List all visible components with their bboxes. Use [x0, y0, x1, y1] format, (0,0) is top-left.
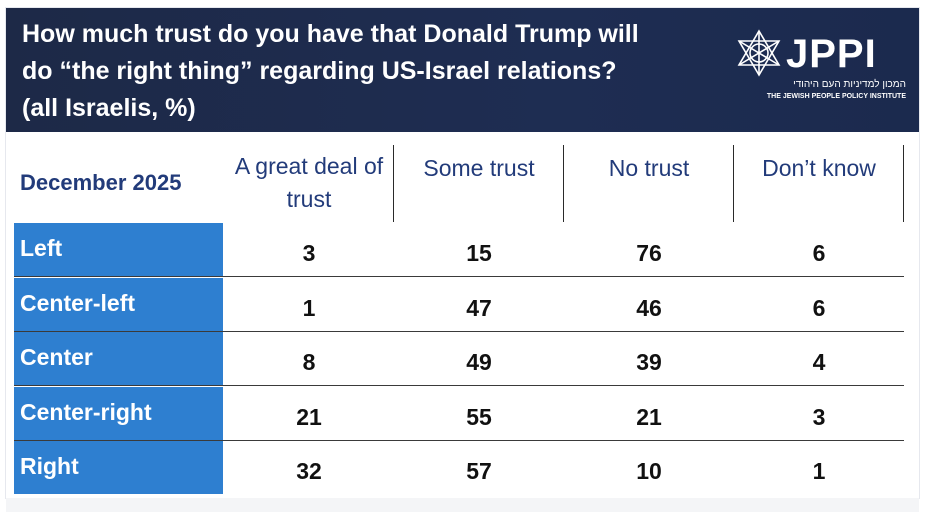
- jppi-logo: JPPI המכון למדיניות העם היהודי THE JEWIS…: [734, 26, 912, 106]
- data-cell: 3: [302, 240, 316, 266]
- row-label: Center: [14, 332, 223, 385]
- column-divider: [393, 145, 394, 222]
- chart-title: How much trust do you have that Donald T…: [22, 16, 722, 127]
- data-cell: 6: [812, 295, 826, 321]
- data-cell: 4: [812, 349, 826, 375]
- row-divider: [14, 276, 904, 277]
- table-row: Center-right 21 55 21 3: [14, 387, 904, 441]
- data-cell: 46: [636, 295, 662, 321]
- column-header-great-deal-line-2: trust: [286, 186, 332, 212]
- title-line-2: do “the right thing” regarding US-Israel…: [22, 57, 617, 85]
- data-cell: 1: [812, 458, 826, 484]
- row-label: Right: [14, 441, 223, 494]
- logo-subtitle: THE JEWISH PEOPLE POLICY INSTITUTE: [766, 93, 906, 100]
- column-header-no-trust: No trust: [608, 154, 690, 181]
- data-cell: 8: [302, 349, 316, 375]
- data-cell: 32: [296, 458, 322, 484]
- table-row: Left 3 15 76 6: [14, 223, 904, 277]
- row-header-date: December 2025: [20, 170, 182, 195]
- column-divider: [903, 145, 904, 222]
- row-divider: [14, 385, 904, 386]
- column-header-great-deal-line-1: A great deal of: [234, 153, 384, 179]
- data-cell: 57: [466, 458, 492, 484]
- row-divider: [14, 440, 904, 441]
- data-cell: 6: [812, 240, 826, 266]
- row-divider: [14, 331, 904, 332]
- data-cell: 39: [636, 349, 662, 375]
- title-line-3: (all Israelis, %): [22, 94, 196, 122]
- column-header-some-trust: Some trust: [423, 154, 535, 181]
- data-cell: 1: [302, 295, 316, 321]
- logo-hebrew-text: המכון למדיניות העם היהודי: [793, 79, 906, 90]
- title-line-1: How much trust do you have that Donald T…: [22, 20, 639, 48]
- logo-wordmark: JPPI: [786, 32, 877, 76]
- data-cell: 21: [296, 404, 322, 430]
- row-label: Center-right: [14, 387, 223, 440]
- row-label: Left: [14, 223, 223, 276]
- data-cell: 15: [466, 240, 492, 266]
- data-cell: 10: [636, 458, 662, 484]
- table-row: Center 8 49 39 4: [14, 332, 904, 386]
- data-cell: 47: [466, 295, 492, 321]
- data-cell: 3: [812, 404, 826, 430]
- table-row: Right 32 57 10 1: [14, 441, 904, 495]
- data-cell: 21: [636, 404, 662, 430]
- footer-band: [6, 498, 919, 512]
- table-row: Center-left 1 47 46 6: [14, 278, 904, 332]
- column-divider: [733, 145, 734, 222]
- column-divider: [563, 145, 564, 222]
- chart-header: How much trust do you have that Donald T…: [6, 8, 919, 132]
- data-cell: 49: [466, 349, 492, 375]
- column-header-great-deal: A great deal of trust: [224, 145, 394, 221]
- star-of-david-icon: [737, 29, 781, 77]
- row-label: Center-left: [14, 278, 223, 331]
- data-cell: 55: [466, 404, 492, 430]
- data-cell: 76: [636, 240, 662, 266]
- column-header-dont-know: Don’t know: [762, 154, 876, 181]
